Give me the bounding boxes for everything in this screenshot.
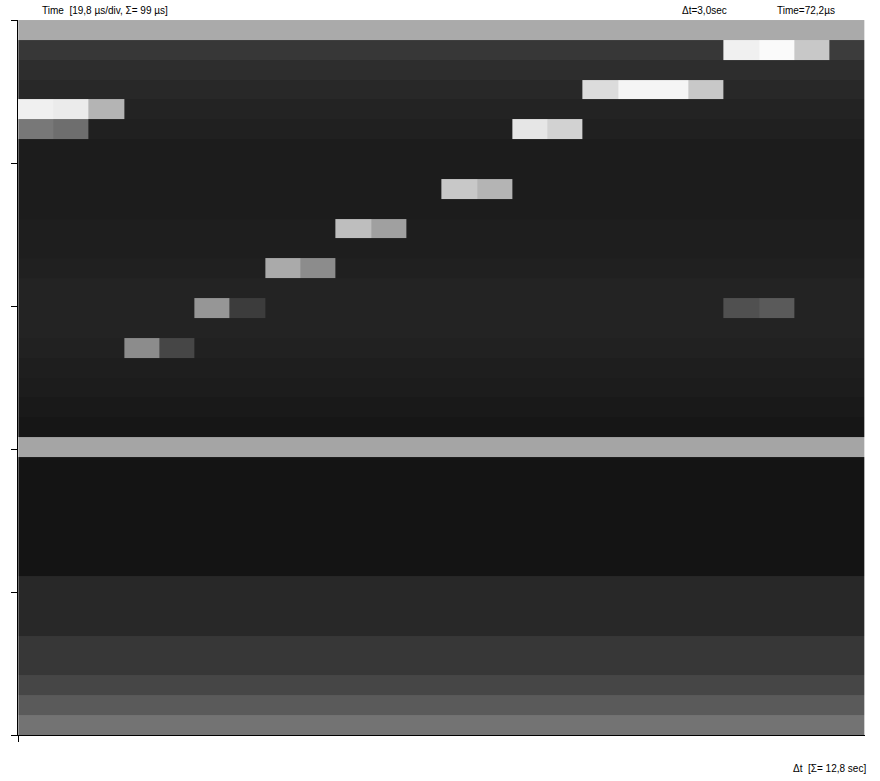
svg-text:Time [19,8 µs/div, Σ= 99 µs]: Time [19,8 µs/div, Σ= 99 µs]: [42, 5, 168, 16]
svg-text:Time=72,2µs: Time=72,2µs: [777, 5, 835, 16]
svg-text:Δt [Σ= 12,8 sec]: Δt [Σ= 12,8 sec]: [793, 763, 866, 774]
svg-text:Δt=3,0sec: Δt=3,0sec: [682, 5, 727, 16]
